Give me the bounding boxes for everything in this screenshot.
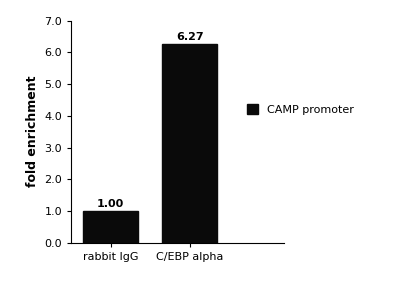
Bar xyxy=(162,44,217,243)
Y-axis label: fold enrichment: fold enrichment xyxy=(26,76,39,187)
Legend: CAMP promoter: CAMP promoter xyxy=(246,104,354,115)
Text: 1.00: 1.00 xyxy=(97,200,124,210)
Text: 6.27: 6.27 xyxy=(176,32,203,42)
Bar xyxy=(83,211,138,243)
